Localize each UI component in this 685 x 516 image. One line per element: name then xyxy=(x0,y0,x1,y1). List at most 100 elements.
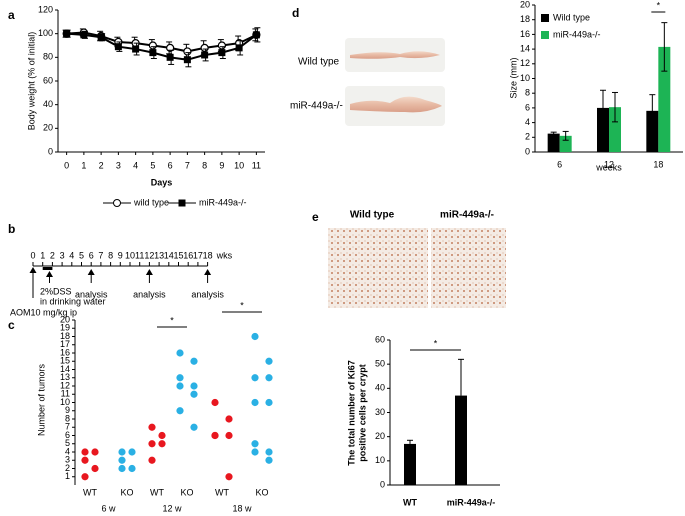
panel-letter: a xyxy=(8,8,15,22)
dss-label: 2%DSS xyxy=(40,286,72,296)
marker xyxy=(63,30,71,38)
y-tick-label: 3 xyxy=(65,455,70,465)
x-tick-label: miR-449a-/- xyxy=(447,497,496,507)
data-point xyxy=(251,440,259,448)
legend-label: Wild type xyxy=(553,12,590,22)
x-tick-label: KO xyxy=(180,487,193,497)
group-label: 12 w xyxy=(162,503,182,513)
marker xyxy=(217,41,226,50)
marker xyxy=(114,43,122,51)
analysis-label: analysis xyxy=(133,289,166,299)
timeline-tick-label: 8 xyxy=(108,250,113,260)
data-point xyxy=(211,431,219,440)
marker xyxy=(166,43,175,52)
data-point xyxy=(225,415,233,423)
y-tick-label: 2 xyxy=(65,463,70,473)
photo xyxy=(431,228,506,308)
bar xyxy=(658,46,671,152)
timeline-tick-label: 13 xyxy=(154,250,164,260)
y-tick-label: 40 xyxy=(375,383,385,393)
error-bar xyxy=(458,358,464,396)
bar xyxy=(597,107,609,152)
marker xyxy=(166,53,174,61)
x-tick-label: WT xyxy=(83,487,97,497)
data-point xyxy=(158,431,166,440)
y-tick-label: 6 xyxy=(525,102,530,112)
y-tick-label: 20 xyxy=(520,0,530,9)
y-tick-label: 10 xyxy=(520,73,530,83)
group-label: 18 w xyxy=(232,503,252,513)
y-tick-label: 12 xyxy=(60,380,70,390)
x-tick-label: 6 xyxy=(168,160,173,170)
analysis-label: analysis xyxy=(191,289,224,299)
timeline-tick-label: 17 xyxy=(193,250,203,260)
series-line xyxy=(66,31,257,53)
y-tick-label: 8 xyxy=(65,413,70,423)
x-tick-label: WT xyxy=(215,487,229,497)
marker xyxy=(218,49,226,57)
data-point xyxy=(190,382,198,390)
y-tick-label: 2 xyxy=(525,132,530,142)
bar xyxy=(547,133,560,152)
y-tick-label: 4 xyxy=(65,446,70,456)
arrow-head xyxy=(45,271,53,277)
data-point xyxy=(190,423,198,431)
photo-label: miR-449a-/- xyxy=(440,210,494,221)
timeline-tick-label: 1 xyxy=(40,250,45,260)
significance-mark: * xyxy=(434,338,438,348)
y-tick-label: 0 xyxy=(48,146,53,156)
data-point xyxy=(265,398,273,407)
data-point xyxy=(128,448,136,456)
data-point xyxy=(118,456,126,464)
y-tick-label: 10 xyxy=(60,397,70,407)
y-tick-label: 10 xyxy=(375,455,385,465)
data-point xyxy=(190,390,198,398)
x-tick-label: 7 xyxy=(185,160,190,170)
data-point xyxy=(148,456,156,464)
bar xyxy=(404,443,416,485)
data-point xyxy=(190,357,198,365)
data-point xyxy=(265,448,273,456)
y-tick-label: 120 xyxy=(38,4,53,14)
y-tick-label: 19 xyxy=(60,323,70,333)
marker xyxy=(132,45,140,53)
data-point xyxy=(251,374,259,382)
data-point xyxy=(81,473,89,481)
data-point xyxy=(91,464,99,473)
marker xyxy=(200,43,209,52)
dss-period xyxy=(42,267,53,270)
timeline-tick-label: 18 xyxy=(203,250,213,260)
marker xyxy=(148,41,157,50)
photo-label: Wild type xyxy=(298,57,340,68)
photo-label: miR-449a-/- xyxy=(290,101,343,112)
marker xyxy=(149,49,157,57)
data-point xyxy=(158,440,166,448)
group-label: 6 w xyxy=(101,503,116,513)
data-point xyxy=(176,374,184,382)
y-axis-label: Number of tumors xyxy=(36,363,46,436)
y-tick-label: 60 xyxy=(43,75,53,85)
legend-swatch xyxy=(541,14,549,22)
data-point xyxy=(265,374,273,382)
x-tick-label: 4 xyxy=(133,160,138,170)
timeline-tick-label: 6 xyxy=(89,250,94,260)
legend-label: miR-449a-/- xyxy=(553,29,601,39)
x-tick-label: 2 xyxy=(99,160,104,170)
data-point xyxy=(251,398,259,407)
timeline-tick-label: 9 xyxy=(118,250,123,260)
data-point xyxy=(81,456,89,464)
aom-label: AOM10 mg/kg ip xyxy=(10,307,77,317)
photo-label: Wild type xyxy=(350,210,395,221)
photo xyxy=(328,228,428,308)
y-tick-label: 8 xyxy=(525,88,530,98)
y-tick-label: 60 xyxy=(375,334,385,344)
data-point xyxy=(265,357,273,365)
timeline-tick-label: 14 xyxy=(164,250,174,260)
y-axis-label: Size (mm) xyxy=(508,58,518,99)
timeline-tick-label: 12 xyxy=(144,250,154,260)
panel-letter: c xyxy=(8,318,15,332)
y-axis-label: The total number of Ki67 xyxy=(346,360,356,466)
bar xyxy=(455,395,467,485)
